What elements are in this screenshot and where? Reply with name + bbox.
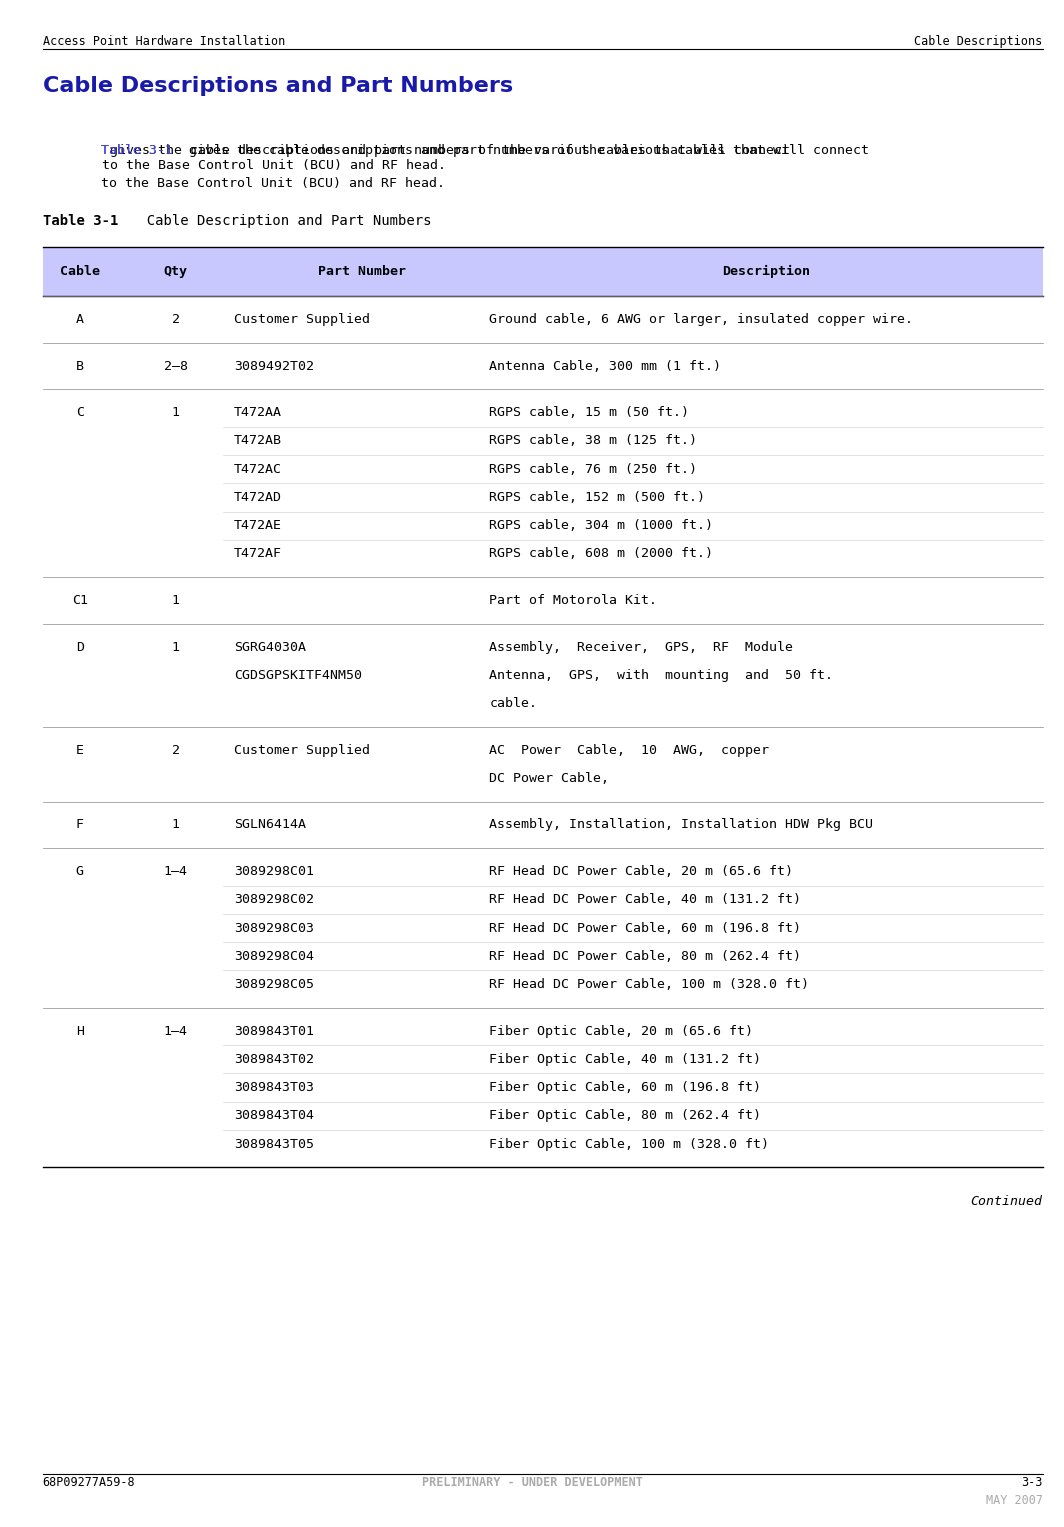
Text: Cable Description and Part Numbers: Cable Description and Part Numbers — [130, 214, 431, 228]
Text: 3089843T02: 3089843T02 — [234, 1052, 314, 1066]
Text: 1: 1 — [171, 818, 180, 832]
Text: Assembly,  Receiver,  GPS,  RF  Module: Assembly, Receiver, GPS, RF Module — [489, 640, 794, 654]
Text: 3089298C03: 3089298C03 — [234, 921, 314, 935]
Text: T472AA: T472AA — [234, 406, 282, 420]
Text: MAY 2007: MAY 2007 — [985, 1493, 1043, 1507]
Text: Antenna,  GPS,  with  mounting  and  50 ft.: Antenna, GPS, with mounting and 50 ft. — [489, 669, 833, 683]
Text: RGPS cable, 152 m (500 ft.): RGPS cable, 152 m (500 ft.) — [489, 490, 705, 504]
Text: 3089298C05: 3089298C05 — [234, 977, 314, 991]
Text: 1: 1 — [171, 406, 180, 420]
Text: Qty: Qty — [164, 266, 187, 278]
Text: 3089843T01: 3089843T01 — [234, 1025, 314, 1038]
Text: PRELIMINARY - UNDER DEVELOPMENT: PRELIMINARY - UNDER DEVELOPMENT — [421, 1475, 643, 1489]
Text: C1: C1 — [71, 594, 88, 608]
Text: 2: 2 — [171, 313, 180, 327]
Text: 3089298C01: 3089298C01 — [234, 864, 314, 878]
Text: RGPS cable, 38 m (125 ft.): RGPS cable, 38 m (125 ft.) — [489, 434, 697, 447]
Text: Cable: Cable — [60, 266, 100, 278]
Text: Table 3-1: Table 3-1 — [43, 214, 118, 228]
Text: 68P09277A59-8: 68P09277A59-8 — [43, 1475, 135, 1489]
Text: 2–8: 2–8 — [164, 359, 187, 373]
Text: 3-3: 3-3 — [1021, 1475, 1043, 1489]
Text: 1–4: 1–4 — [164, 1025, 187, 1038]
Text: Fiber Optic Cable, 100 m (328.0 ft): Fiber Optic Cable, 100 m (328.0 ft) — [489, 1138, 769, 1151]
Text: gives the cable descriptions and part numbers of the various cables that will co: gives the cable descriptions and part nu… — [102, 144, 791, 171]
Text: 3089843T04: 3089843T04 — [234, 1109, 314, 1122]
Text: CGDSGPSKITF4NM50: CGDSGPSKITF4NM50 — [234, 669, 362, 683]
Text: Access Point Hardware Installation: Access Point Hardware Installation — [43, 35, 285, 49]
Text: RF Head DC Power Cable, 100 m (328.0 ft): RF Head DC Power Cable, 100 m (328.0 ft) — [489, 977, 810, 991]
Text: Part of Motorola Kit.: Part of Motorola Kit. — [489, 594, 658, 608]
Text: D: D — [76, 640, 84, 654]
Text: Customer Supplied: Customer Supplied — [234, 744, 370, 757]
Text: Table 3-1: Table 3-1 — [101, 144, 173, 157]
Text: Part Number: Part Number — [318, 266, 405, 278]
Text: DC Power Cable,: DC Power Cable, — [489, 771, 610, 785]
Text: 3089298C04: 3089298C04 — [234, 950, 314, 964]
Text: 3089298C02: 3089298C02 — [234, 893, 314, 907]
Text: cable.: cable. — [489, 696, 537, 710]
Text: T472AF: T472AF — [234, 547, 282, 560]
Text: T472AC: T472AC — [234, 463, 282, 476]
Text: 1: 1 — [171, 640, 180, 654]
Text: Continued: Continued — [970, 1194, 1043, 1208]
Text: Customer Supplied: Customer Supplied — [234, 313, 370, 327]
Text: E: E — [76, 744, 84, 757]
Text: RGPS cable, 608 m (2000 ft.): RGPS cable, 608 m (2000 ft.) — [489, 547, 714, 560]
Text: RF Head DC Power Cable, 60 m (196.8 ft): RF Head DC Power Cable, 60 m (196.8 ft) — [489, 921, 801, 935]
Text: Fiber Optic Cable, 80 m (262.4 ft): Fiber Optic Cable, 80 m (262.4 ft) — [489, 1109, 762, 1122]
Text: 3089492T02: 3089492T02 — [234, 359, 314, 373]
Text: C: C — [76, 406, 84, 420]
Text: B: B — [76, 359, 84, 373]
Text: to the Base Control Unit (BCU) and RF head.: to the Base Control Unit (BCU) and RF he… — [101, 177, 445, 191]
Text: Cable Descriptions and Part Numbers: Cable Descriptions and Part Numbers — [43, 76, 513, 96]
Text: RF Head DC Power Cable, 40 m (131.2 ft): RF Head DC Power Cable, 40 m (131.2 ft) — [489, 893, 801, 907]
Text: H: H — [76, 1025, 84, 1038]
Text: Assembly, Installation, Installation HDW Pkg BCU: Assembly, Installation, Installation HDW… — [489, 818, 874, 832]
Bar — [43, 247, 1043, 296]
Text: Ground cable, 6 AWG or larger, insulated copper wire.: Ground cable, 6 AWG or larger, insulated… — [489, 313, 913, 327]
Text: SGRG4030A: SGRG4030A — [234, 640, 306, 654]
Text: 3089843T05: 3089843T05 — [234, 1138, 314, 1151]
Text: RGPS cable, 304 m (1000 ft.): RGPS cable, 304 m (1000 ft.) — [489, 519, 714, 533]
Text: T472AE: T472AE — [234, 519, 282, 533]
Text: T472AD: T472AD — [234, 490, 282, 504]
Text: RF Head DC Power Cable, 80 m (262.4 ft): RF Head DC Power Cable, 80 m (262.4 ft) — [489, 950, 801, 964]
Text: RF Head DC Power Cable, 20 m (65.6 ft): RF Head DC Power Cable, 20 m (65.6 ft) — [489, 864, 794, 878]
Text: 2: 2 — [171, 744, 180, 757]
Text: F: F — [76, 818, 84, 832]
Text: Fiber Optic Cable, 40 m (131.2 ft): Fiber Optic Cable, 40 m (131.2 ft) — [489, 1052, 762, 1066]
Text: G: G — [76, 864, 84, 878]
Text: SGLN6414A: SGLN6414A — [234, 818, 306, 832]
Text: 1–4: 1–4 — [164, 864, 187, 878]
Text: A: A — [76, 313, 84, 327]
Text: RGPS cable, 76 m (250 ft.): RGPS cable, 76 m (250 ft.) — [489, 463, 697, 476]
Text: Fiber Optic Cable, 60 m (196.8 ft): Fiber Optic Cable, 60 m (196.8 ft) — [489, 1081, 762, 1095]
Text: Fiber Optic Cable, 20 m (65.6 ft): Fiber Optic Cable, 20 m (65.6 ft) — [489, 1025, 753, 1038]
Text: Table 3-1: Table 3-1 — [101, 144, 173, 157]
Text: gives the cable descriptions and part numbers of the various cables that will co: gives the cable descriptions and part nu… — [181, 144, 869, 157]
Text: Cable Descriptions: Cable Descriptions — [914, 35, 1043, 49]
Text: RGPS cable, 15 m (50 ft.): RGPS cable, 15 m (50 ft.) — [489, 406, 689, 420]
Text: 3089843T03: 3089843T03 — [234, 1081, 314, 1095]
Text: T472AB: T472AB — [234, 434, 282, 447]
Text: Antenna Cable, 300 mm (1 ft.): Antenna Cable, 300 mm (1 ft.) — [489, 359, 721, 373]
Text: AC  Power  Cable,  10  AWG,  copper: AC Power Cable, 10 AWG, copper — [489, 744, 769, 757]
Text: Description: Description — [722, 266, 810, 278]
Text: 1: 1 — [171, 594, 180, 608]
